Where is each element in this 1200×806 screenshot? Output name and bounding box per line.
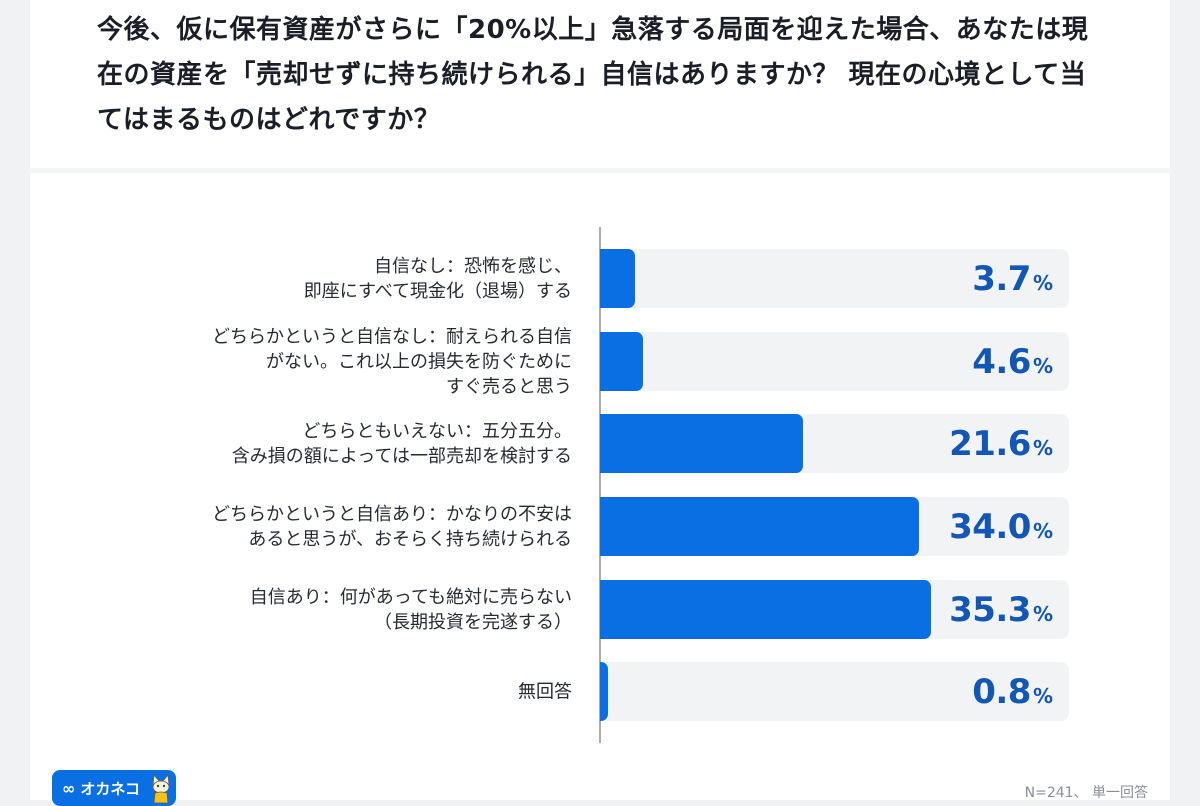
value-label: 3.7% (972, 259, 1053, 299)
value-label: 0.8% (972, 672, 1053, 712)
bar-row: 無回答 0.8% (30, 662, 1170, 721)
bar-track: 35.3% (600, 580, 1069, 639)
bar-track: 34.0% (600, 497, 1069, 556)
category-label: どちらともいえない：五分五分。 含み損の額によっては一部売却を検討する (231, 420, 572, 467)
value-number: 4.6 (972, 341, 1031, 382)
bar-fill (600, 497, 919, 556)
bar-track: 21.6% (600, 414, 1069, 473)
value-number: 34.0 (949, 506, 1031, 547)
bar-fill (600, 332, 644, 391)
percent-unit: % (1032, 435, 1053, 460)
bar-row: 自信なし：恐怖を感じ、 即座にすべて現金化（退場）する 3.7% (30, 249, 1170, 308)
category-label: 自信あり：何があっても絶対に売らない （長期投資を完遂する） (249, 586, 572, 633)
bar-row: どちらかというと自信なし：耐えられる自信 がない。これ以上の損失を防ぐために す… (30, 326, 1170, 397)
infinity-icon: ∞ (62, 778, 76, 798)
bar-track: 0.8% (600, 662, 1069, 721)
value-number: 3.7 (972, 258, 1031, 299)
sample-size-note: N=241、 単一回答 (1024, 785, 1148, 801)
cat-mascot-icon (152, 774, 170, 803)
percent-unit: % (1032, 353, 1053, 378)
y-axis-line (599, 227, 601, 743)
value-label: 21.6% (949, 424, 1053, 464)
percent-unit: % (1032, 683, 1053, 708)
value-label: 35.3% (949, 590, 1053, 630)
logo-text: オカネコ (80, 779, 141, 798)
value-number: 21.6 (949, 423, 1031, 464)
value-number: 35.3 (949, 589, 1031, 630)
divider (30, 168, 1170, 173)
bar-fill (600, 580, 932, 639)
bar-fill (600, 662, 608, 721)
value-label: 34.0% (949, 507, 1053, 547)
question-title: 今後、仮に保有資産がさらに「20%以上」急落する局面を迎えた場合、あなたは現在の… (97, 15, 1089, 135)
survey-card: 今後、仮に保有資産がさらに「20%以上」急落する局面を迎えた場合、あなたは現在の… (30, 0, 1170, 806)
bar-fill (600, 249, 635, 308)
bar-track: 4.6% (600, 332, 1069, 391)
bar-track: 3.7% (600, 249, 1069, 308)
percent-unit: % (1032, 270, 1053, 295)
bar-row: 自信あり：何があっても絶対に売らない （長期投資を完遂する） 35.3% (30, 580, 1170, 639)
okaneko-logo: ∞ オカネコ (52, 770, 176, 806)
category-label: 無回答 (518, 681, 572, 702)
bar-row: どちらかというと自信あり：かなりの不安は あると思うが、おそらく持ち続けられる 3… (30, 497, 1170, 556)
bar-row: どちらともいえない：五分五分。 含み損の額によっては一部売却を検討する 21.6% (30, 414, 1170, 473)
percent-unit: % (1032, 518, 1053, 543)
bar-fill (600, 414, 803, 473)
value-number: 0.8 (972, 671, 1031, 712)
category-label: 自信なし：恐怖を感じ、 即座にすべて現金化（退場）する (303, 255, 572, 302)
value-label: 4.6% (972, 342, 1053, 382)
category-label: どちらかというと自信なし：耐えられる自信 がない。これ以上の損失を防ぐために す… (212, 326, 572, 397)
percent-unit: % (1032, 601, 1053, 626)
category-label: どちらかというと自信あり：かなりの不安は あると思うが、おそらく持ち続けられる (212, 503, 572, 550)
